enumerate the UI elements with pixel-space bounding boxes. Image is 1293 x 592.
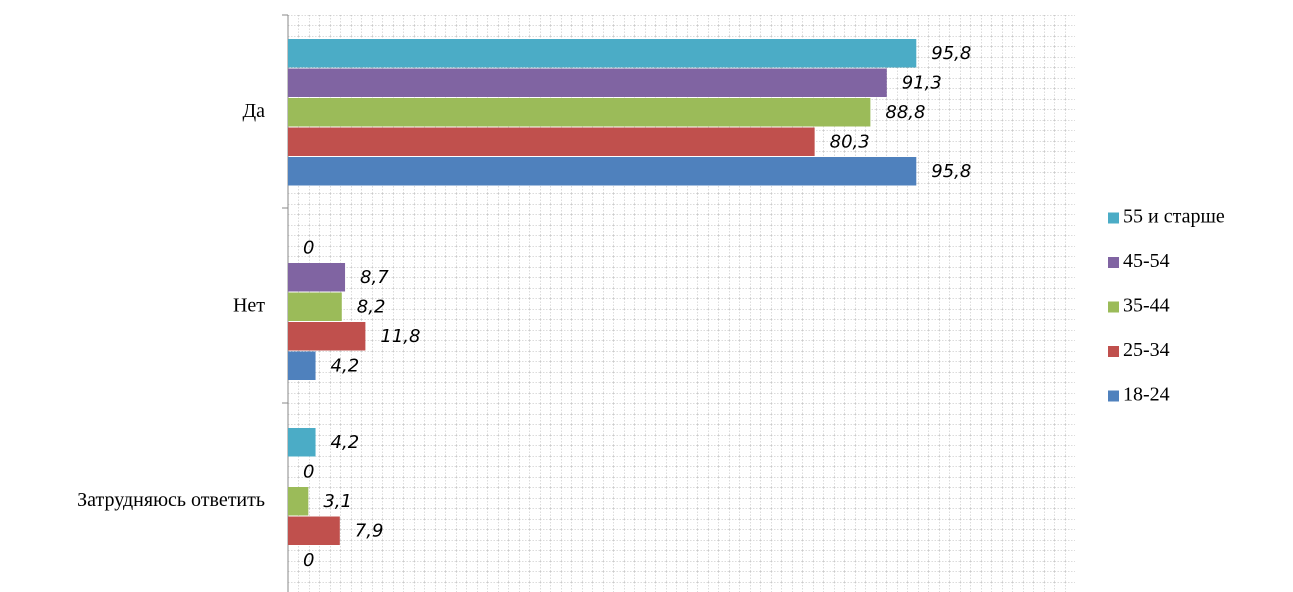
bar — [288, 127, 815, 156]
data-label: 11,8 — [380, 326, 420, 347]
bar — [288, 98, 871, 127]
legend-label: 45-54 — [1123, 250, 1170, 272]
legend-swatch — [1108, 212, 1119, 224]
data-label: 7,9 — [355, 520, 384, 541]
data-label: 8,7 — [360, 267, 389, 288]
bar — [288, 351, 316, 380]
data-label: 95,8 — [931, 43, 971, 64]
legend-label: 35-44 — [1123, 295, 1170, 317]
data-label: 80,3 — [830, 131, 870, 152]
legend-label: 25-34 — [1123, 339, 1170, 361]
data-label: 0 — [303, 237, 314, 258]
category-label: Нет — [233, 294, 265, 316]
data-label: 91,3 — [902, 72, 942, 93]
bar — [288, 322, 366, 351]
bar — [288, 516, 340, 545]
bar — [288, 487, 309, 516]
bar — [288, 292, 342, 321]
data-label: 88,8 — [885, 102, 925, 123]
legend-swatch — [1108, 390, 1119, 402]
data-label: 8,2 — [357, 296, 386, 317]
legend-swatch — [1108, 301, 1119, 313]
data-label: 0 — [303, 461, 314, 482]
bar — [288, 263, 346, 292]
data-label: 0 — [303, 550, 314, 571]
bar — [288, 68, 887, 97]
bar — [288, 39, 917, 68]
data-label: 95,8 — [931, 161, 971, 182]
bar — [288, 157, 917, 186]
y-axis — [282, 14, 289, 592]
data-label: 3,1 — [323, 491, 352, 512]
legend-label: 18-24 — [1123, 384, 1170, 406]
legend-label: 55 и старше — [1123, 206, 1225, 228]
bar — [288, 428, 316, 457]
legend-swatch — [1108, 346, 1119, 357]
data-label: 4,2 — [331, 355, 360, 376]
data-label: 4,2 — [331, 432, 360, 453]
legend-swatch — [1108, 257, 1119, 268]
category-label: Затрудняюсь ответить — [77, 489, 265, 511]
category-label: Да — [242, 100, 265, 122]
